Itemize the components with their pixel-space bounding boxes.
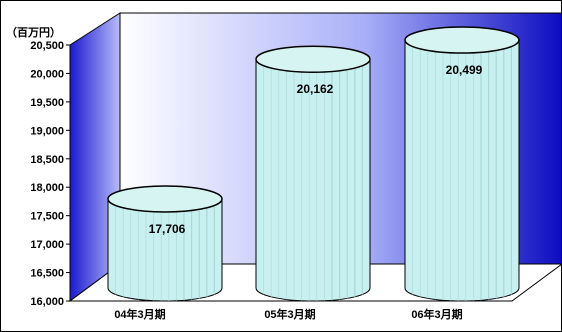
y-tick-label: 17,500: [30, 211, 64, 223]
y-tick-label: 18,500: [30, 154, 64, 166]
bar-1: 17,706: [107, 185, 223, 302]
y-tick-label: 19,500: [30, 97, 64, 109]
bar-2: 20,162: [255, 45, 371, 302]
bar-3: 20,499: [404, 26, 520, 302]
y-tick-label: 18,000: [30, 182, 64, 194]
y-tick-label: 16,500: [30, 268, 64, 280]
bar-top: [255, 45, 371, 73]
data-label: 20,499: [446, 63, 483, 77]
y-tick-label: 16,000: [30, 296, 64, 308]
data-label: 17,706: [149, 222, 186, 236]
bar-top: [404, 26, 520, 54]
y-tick-label: 19,000: [30, 125, 64, 137]
bar-body: [404, 39, 520, 302]
y-tick-label: 20,500: [30, 40, 64, 52]
y-tick-label: 20,000: [30, 68, 64, 80]
bar-body: [255, 58, 371, 302]
x-category-label: 04年3月期: [114, 307, 165, 321]
y-tick-label: 17,000: [30, 239, 64, 251]
x-category-label: 05年3月期: [264, 307, 315, 321]
y-axis-unit-label: （百万円）: [6, 26, 61, 39]
data-label: 20,162: [297, 82, 334, 96]
bar-body: [107, 198, 223, 302]
x-category-label: 06年3月期: [411, 307, 462, 321]
bar-top: [107, 185, 223, 213]
